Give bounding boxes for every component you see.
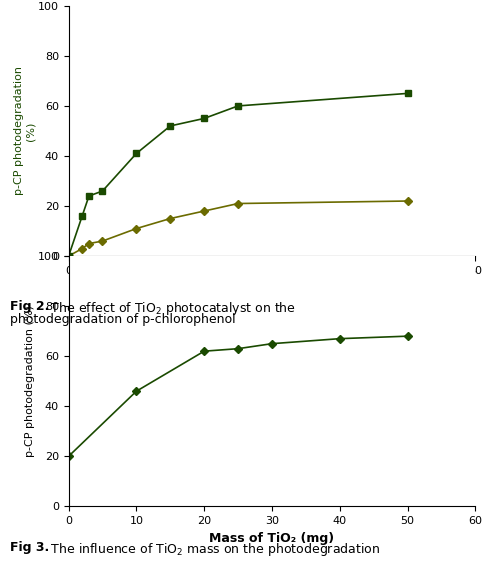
X-axis label: Mass of TiO₂ (mg): Mass of TiO₂ (mg) (209, 531, 335, 545)
Legend: No photocatalyst, TiO2 Photocatalyst: No photocatalyst, TiO2 Photocatalyst (124, 335, 419, 356)
Y-axis label: p-CP photodegradation (%): p-CP photodegradation (%) (25, 306, 35, 457)
Y-axis label: p-CP photodegradation
(%): p-CP photodegradation (%) (14, 66, 35, 196)
Text: photodegradation of p-chlorophenol: photodegradation of p-chlorophenol (10, 313, 235, 326)
Text: Fig 2.: Fig 2. (10, 300, 49, 313)
Text: The influence of TiO$_2$ mass on the photodegradation: The influence of TiO$_2$ mass on the pho… (47, 541, 380, 558)
Text: The effect of TiO$_2$ photocatalyst on the: The effect of TiO$_2$ photocatalyst on t… (47, 300, 295, 317)
Text: Fig 3.: Fig 3. (10, 541, 49, 554)
X-axis label: Irradiation time (h): Irradiation time (h) (204, 281, 340, 294)
